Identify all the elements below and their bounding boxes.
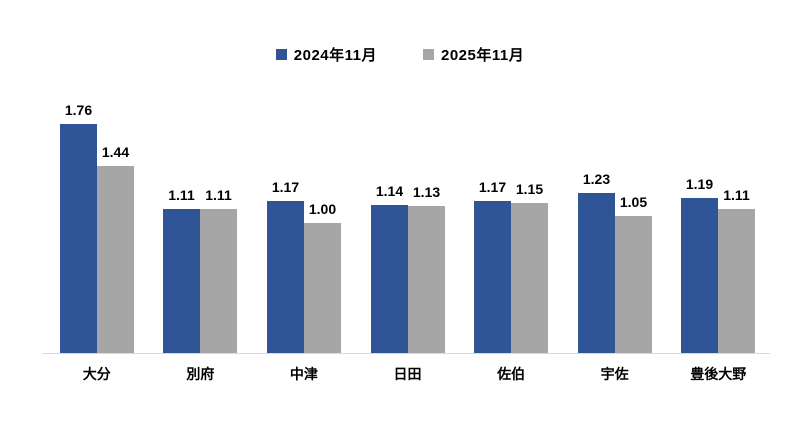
value-label-2025年11月-大分: 1.44 <box>101 144 130 160</box>
value-label-2025年11月-中津: 1.00 <box>308 201 337 217</box>
chart-legend: 2024年11月 2025年11月 <box>0 44 800 65</box>
value-label-2024年11月-宇佐: 1.23 <box>582 171 611 187</box>
legend-item-2025: 2025年11月 <box>423 44 524 65</box>
legend-color-swatch-2024-icon <box>275 49 287 60</box>
bar-2024年11月-佐伯 <box>474 201 511 353</box>
bar-2024年11月-中津 <box>267 201 304 353</box>
value-label-2024年11月-豊後大野: 1.19 <box>685 176 714 192</box>
value-label-2024年11月-別府: 1.11 <box>168 187 195 203</box>
value-label-2024年11月-日田: 1.14 <box>375 183 404 199</box>
category-label-佐伯: 佐伯 <box>497 366 526 382</box>
bar-2025年11月-佐伯 <box>511 203 548 353</box>
legend-label-2025: 2025年11月 <box>441 47 525 64</box>
category-label-大分: 大分 <box>82 366 111 382</box>
category-label-日田: 日田 <box>393 366 422 382</box>
bar-2025年11月-中津 <box>304 223 341 353</box>
bar-2024年11月-大分 <box>60 124 97 353</box>
legend-item-2024: 2024年11月 <box>275 44 377 65</box>
bar-2024年11月-豊後大野 <box>681 198 718 353</box>
bar-2025年11月-豊後大野 <box>718 209 755 353</box>
bar-2024年11月-別府 <box>163 209 200 353</box>
value-label-2024年11月-大分: 1.76 <box>64 102 93 118</box>
value-label-2025年11月-別府: 1.11 <box>205 187 232 203</box>
value-label-2025年11月-日田: 1.13 <box>412 184 441 200</box>
bar-2025年11月-宇佐 <box>615 216 652 353</box>
x-axis-line <box>42 353 770 354</box>
bar-2024年11月-宇佐 <box>578 193 615 353</box>
category-label-別府: 別府 <box>186 366 215 382</box>
category-label-宇佐: 宇佐 <box>600 366 629 382</box>
legend-color-swatch-2025-icon <box>423 49 434 60</box>
value-label-2024年11月-中津: 1.17 <box>271 179 300 195</box>
value-label-2025年11月-豊後大野: 1.11 <box>723 187 750 203</box>
value-label-2025年11月-佐伯: 1.15 <box>515 181 544 197</box>
bar-2025年11月-大分 <box>97 166 134 353</box>
bar-2025年11月-別府 <box>200 209 237 353</box>
value-label-2025年11月-宇佐: 1.05 <box>619 194 648 210</box>
bar-2024年11月-日田 <box>371 205 408 353</box>
value-label-2024年11月-佐伯: 1.17 <box>478 179 507 195</box>
bar-2025年11月-日田 <box>408 206 445 353</box>
category-label-中津: 中津 <box>289 366 318 382</box>
legend-label-2024: 2024年11月 <box>293 47 377 64</box>
category-label-豊後大野: 豊後大野 <box>690 366 747 382</box>
